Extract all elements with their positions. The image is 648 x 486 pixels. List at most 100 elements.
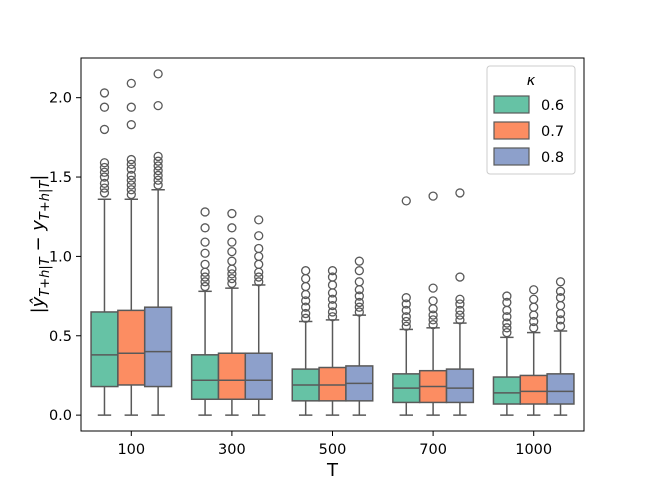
outlier-point [455,272,465,282]
legend-title: κ [527,73,536,89]
outlier-point [99,124,110,135]
y-tick-label: 0.0 [49,408,72,424]
outlier-point [126,159,136,169]
outlier-point [126,189,136,200]
box-iqr [143,306,173,388]
outlier-point [99,183,110,193]
outlier-point [126,185,136,195]
box-iqr [217,352,247,401]
outlier-point [200,237,210,247]
box-iqr [318,366,347,402]
box-group-700-kappa-0.8 [445,188,475,416]
outlier-point [99,158,110,168]
outlier-point [254,243,264,254]
outlier-point [428,283,438,293]
box-iqr [546,373,575,405]
box-group-1000-kappa-0.8 [546,277,575,416]
outlier-point [153,175,163,185]
outlier-point [227,273,237,284]
legend-swatch-0.6 [493,95,530,114]
outlier-point [99,172,110,182]
x-tick-label: 100 [117,442,145,458]
box-group-500-kappa-0.8 [345,256,374,416]
outlier-point [200,248,210,258]
outlier-point [99,188,110,198]
outlier-point [529,294,539,304]
outlier-point [455,299,465,309]
outlier-point [126,164,136,174]
outlier-point [301,266,311,276]
box-group-1000-kappa-0.7 [519,285,548,416]
outlier-point [401,321,411,331]
box-group-1000-kappa-0.6 [492,291,522,416]
outlier-point [327,266,338,276]
outlier-point [200,259,210,269]
box-groups [90,69,575,416]
outlier-point [502,297,512,308]
outlier-point [227,278,237,289]
outlier-point [401,312,411,322]
outlier-point [555,315,566,325]
outlier-point [455,188,465,198]
outlier-point [99,167,110,177]
box-iqr [445,368,475,404]
outlier-point [555,321,566,331]
outlier-point [301,313,311,323]
outlier-point [301,296,311,306]
outlier-point [227,208,237,219]
outlier-point [200,207,210,217]
outlier-point [254,215,264,225]
outlier-point [401,305,411,316]
outlier-point [99,102,110,112]
outlier-point [428,315,438,325]
outlier-point [502,323,512,333]
axes-frame [80,57,585,432]
box-group-500-kappa-0.6 [291,266,320,416]
outlier-point [153,161,163,171]
outlier-point [327,300,338,311]
outlier-point [401,316,411,327]
outlier-point [401,293,411,303]
outlier-point [153,166,163,176]
x-tick-label: 1000 [515,442,552,458]
outlier-point [354,297,364,308]
outlier-point [327,272,338,282]
box-iqr [190,354,220,401]
box-iqr [117,309,146,386]
outlier-point [153,180,163,190]
outlier-point [555,277,566,287]
y-axis-title: |ŷT+h|T − yT+h|T| [28,175,53,314]
outlier-point [401,196,411,206]
legend-swatch-0.8 [493,147,530,166]
outlier-point [455,305,465,316]
outlier-point [428,320,438,330]
box-group-500-kappa-0.7 [318,266,347,416]
legend-swatch-0.7 [493,121,530,140]
y-axis: 0.0 0.5 1.0 1.5 2.0 [49,91,81,424]
box-iqr [492,376,522,405]
outlier-point [254,272,264,282]
outlier-point [99,162,110,173]
svg-text:|ŷT+h|T − yT+h|T|: |ŷT+h|T − yT+h|T| [28,175,53,314]
outlier-point [354,277,364,287]
outlier-point [227,223,237,233]
y-tick-label: 0.5 [49,329,72,345]
outlier-point [502,291,512,301]
outlier-point [126,170,136,181]
outlier-point [200,281,210,292]
outlier-point [126,102,136,112]
box-group-100-kappa-0.8 [143,69,173,416]
outlier-point [254,277,264,287]
y-tick-label: 1.5 [49,170,72,186]
legend-label-0.8: 0.8 [541,150,564,166]
legend: κ 0.6 0.7 0.8 [486,65,576,175]
box-group-100-kappa-0.6 [90,88,119,416]
outlier-point [555,286,566,296]
box-group-300-kappa-0.7 [217,208,247,416]
outlier-point [200,223,210,233]
outlier-point [126,180,136,190]
x-tick-label: 500 [319,442,347,458]
outlier-point [227,246,237,257]
legend-label-0.6: 0.6 [541,98,564,114]
outlier-point [200,272,210,282]
